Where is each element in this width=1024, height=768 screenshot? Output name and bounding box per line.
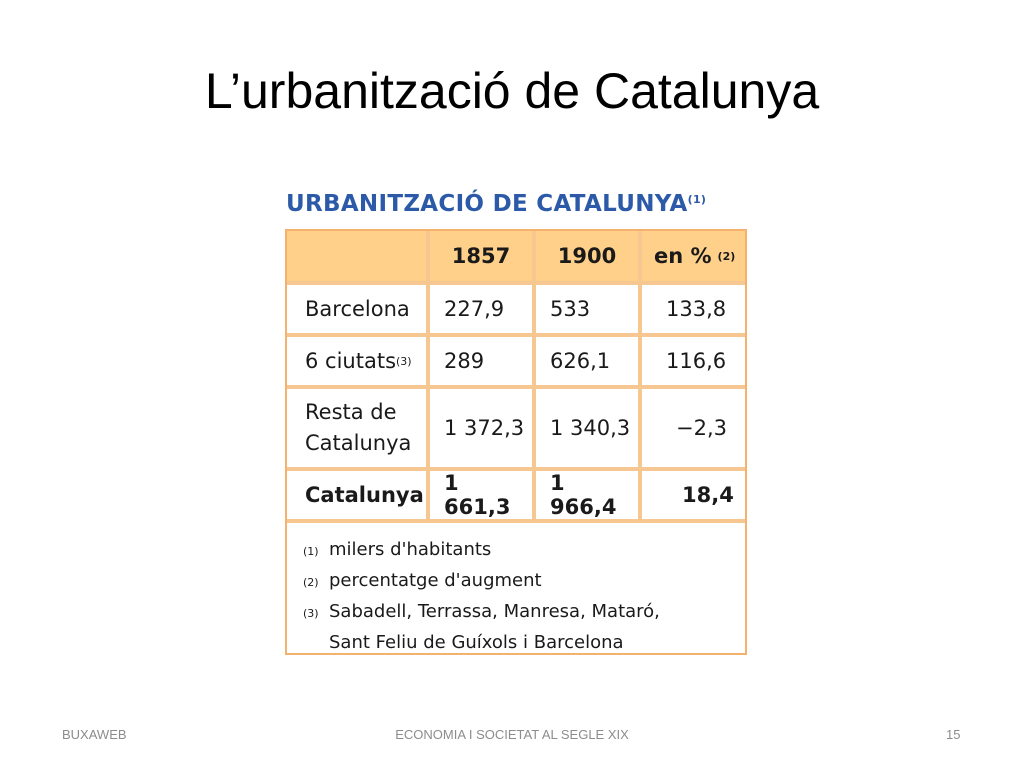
urbanization-table: 1857 1900 en % (2) Barcelona 227,9 533 13… <box>285 229 747 655</box>
row-resta-label: Resta de Catalunya <box>287 389 426 467</box>
header-percent-label: en % <box>654 244 712 268</box>
header-percent: en % (2) <box>642 231 745 281</box>
note-2: (2) percentatge d'augment <box>303 566 745 597</box>
note-1-text: milers d'habitants <box>329 539 492 560</box>
row-barcelona-1857: 227,9 <box>430 285 532 333</box>
row-catalunya-1857: 1 661,3 <box>430 471 532 519</box>
row-catalunya-percent: 18,4 <box>642 471 745 519</box>
row-barcelona-1900: 533 <box>536 285 638 333</box>
table-notes: (1) milers d'habitants (2) percentatge d'a… <box>287 523 745 653</box>
row-6-ciutats-1900: 626,1 <box>536 337 638 385</box>
table-title-text: URBANITZACIÓ DE CATALUNYA <box>286 191 688 217</box>
note-3-mark: (3) <box>303 607 319 620</box>
note-2-mark: (2) <box>303 576 319 589</box>
row-6-ciutats-label: 6 ciutats (3) <box>287 337 426 385</box>
row-6-ciutats-text: 6 ciutats <box>305 349 397 373</box>
row-barcelona-label: Barcelona <box>287 285 426 333</box>
note-1: (1) milers d'habitants <box>303 535 745 566</box>
note-3-continued: Sant Feliu de Guíxols i Barcelona <box>329 632 624 653</box>
row-resta-percent: −2,3 <box>642 389 745 467</box>
row-6-ciutats-percent: 116,6 <box>642 337 745 385</box>
row-6-ciutats-note: (3) <box>396 354 412 368</box>
header-1900: 1900 <box>536 231 638 281</box>
row-catalunya-label: Catalunya <box>287 471 426 519</box>
row-resta-label-line1: Resta de <box>305 400 397 424</box>
header-percent-note: (2) <box>717 249 736 263</box>
note-3-text: Sabadell, Terrassa, Manresa, Mataró, <box>329 601 660 622</box>
row-resta-1857: 1 372,3 <box>430 389 532 467</box>
footer-center: ECONOMIA I SOCIETAT AL SEGLE XIX <box>395 727 629 742</box>
table-title: URBANITZACIÓ DE CATALUNYA(1) <box>286 191 706 217</box>
header-corner <box>287 231 426 281</box>
row-barcelona-percent: 133,8 <box>642 285 745 333</box>
row-resta-label-line2: Catalunya <box>305 431 412 455</box>
table-title-note: (1) <box>687 193 707 206</box>
note-1-mark: (1) <box>303 545 319 558</box>
row-6-ciutats-1857: 289 <box>430 337 532 385</box>
row-catalunya-1900: 1 966,4 <box>536 471 638 519</box>
note-3: (3) Sabadell, Terrassa, Manresa, Mataró, <box>303 597 745 628</box>
header-1857: 1857 <box>430 231 532 281</box>
slide-number: 15 <box>946 727 961 742</box>
footer-left: BUXAWEB <box>62 727 127 742</box>
row-resta-1900: 1 340,3 <box>536 389 638 467</box>
slide-title: L’urbanització de Catalunya <box>204 63 820 119</box>
note-2-text: percentatge d'augment <box>329 570 542 591</box>
